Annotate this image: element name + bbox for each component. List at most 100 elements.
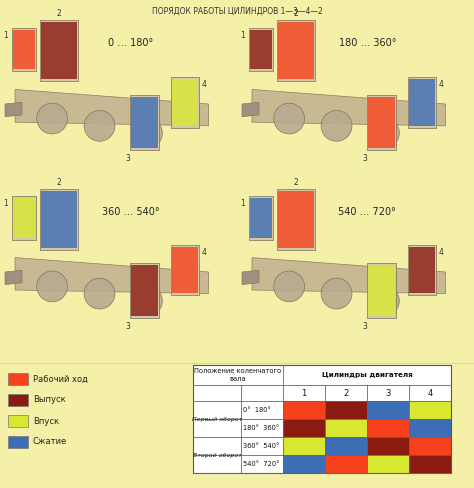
Text: 1: 1 bbox=[301, 388, 307, 398]
Text: 180 … 360°: 180 … 360° bbox=[338, 39, 396, 48]
Polygon shape bbox=[252, 89, 446, 126]
Bar bbox=[408, 77, 436, 128]
Text: 4: 4 bbox=[428, 388, 433, 398]
Text: 360°  540°: 360° 540° bbox=[243, 443, 279, 449]
Text: 1: 1 bbox=[3, 31, 8, 40]
Bar bbox=[12, 27, 36, 71]
Bar bbox=[367, 95, 396, 150]
Text: 3: 3 bbox=[125, 322, 130, 331]
Bar bbox=[367, 419, 409, 437]
Bar bbox=[250, 199, 272, 238]
Bar bbox=[193, 365, 451, 473]
Text: Рабочий ход: Рабочий ход bbox=[33, 374, 88, 384]
Text: 3: 3 bbox=[362, 322, 367, 331]
Bar bbox=[172, 247, 198, 293]
Text: 3: 3 bbox=[125, 154, 130, 163]
Polygon shape bbox=[242, 270, 259, 285]
Text: 4: 4 bbox=[202, 80, 207, 89]
Bar bbox=[368, 265, 395, 316]
Text: 3: 3 bbox=[362, 154, 367, 163]
Text: Первый оборот: Первый оборот bbox=[192, 416, 242, 422]
Text: 2: 2 bbox=[56, 9, 61, 18]
Polygon shape bbox=[242, 102, 259, 117]
Bar bbox=[40, 189, 78, 250]
Bar bbox=[278, 191, 314, 248]
Bar bbox=[277, 189, 315, 250]
Bar bbox=[131, 97, 158, 148]
Bar bbox=[172, 79, 198, 125]
Bar bbox=[131, 265, 158, 316]
Text: 2: 2 bbox=[56, 178, 61, 187]
Bar bbox=[409, 79, 435, 125]
Bar bbox=[283, 437, 325, 455]
Bar bbox=[367, 437, 409, 455]
Text: 1: 1 bbox=[240, 200, 245, 208]
Bar bbox=[325, 455, 367, 473]
Bar bbox=[368, 97, 395, 148]
Bar bbox=[249, 196, 273, 240]
Polygon shape bbox=[15, 89, 209, 126]
Circle shape bbox=[131, 285, 162, 316]
Circle shape bbox=[368, 118, 399, 148]
Bar bbox=[8, 436, 28, 448]
Bar bbox=[408, 245, 436, 295]
Text: Впуск: Впуск bbox=[33, 416, 59, 426]
Circle shape bbox=[36, 271, 67, 302]
Text: 0°  180°: 0° 180° bbox=[243, 407, 271, 413]
Circle shape bbox=[84, 110, 115, 141]
Text: Сжатие: Сжатие bbox=[33, 438, 67, 447]
Bar bbox=[367, 455, 409, 473]
Bar bbox=[130, 95, 159, 150]
Bar bbox=[409, 247, 435, 293]
Polygon shape bbox=[5, 102, 22, 117]
Circle shape bbox=[36, 103, 67, 134]
Text: 3: 3 bbox=[385, 388, 391, 398]
Polygon shape bbox=[252, 258, 446, 294]
Bar bbox=[12, 196, 36, 240]
Circle shape bbox=[131, 118, 162, 148]
Bar bbox=[193, 365, 451, 473]
Text: 1: 1 bbox=[240, 31, 245, 40]
Bar bbox=[367, 263, 396, 318]
Text: Второй оборот: Второй оборот bbox=[192, 452, 241, 458]
Polygon shape bbox=[5, 270, 22, 285]
Text: 4: 4 bbox=[439, 80, 444, 89]
Bar bbox=[278, 22, 314, 80]
Text: ПОРЯДОК РАБОТЫ ЦИЛИНДРОВ 1—3—4—2: ПОРЯДОК РАБОТЫ ЦИЛИНДРОВ 1—3—4—2 bbox=[152, 7, 322, 16]
Bar bbox=[41, 191, 77, 248]
Text: Положение коленчатого
вала: Положение коленчатого вала bbox=[194, 368, 282, 382]
Bar bbox=[8, 415, 28, 427]
Text: Цилиндры двигателя: Цилиндры двигателя bbox=[322, 372, 412, 378]
Circle shape bbox=[368, 285, 399, 316]
Bar bbox=[13, 30, 35, 69]
Text: Выпуск: Выпуск bbox=[33, 395, 66, 405]
Bar bbox=[171, 77, 199, 128]
Bar bbox=[409, 419, 451, 437]
Bar bbox=[41, 22, 77, 80]
Circle shape bbox=[321, 110, 352, 141]
Circle shape bbox=[321, 278, 352, 309]
Text: 360 … 540°: 360 … 540° bbox=[101, 207, 159, 217]
Bar bbox=[367, 401, 409, 419]
Text: 4: 4 bbox=[439, 248, 444, 257]
Bar bbox=[130, 263, 159, 318]
Bar bbox=[40, 20, 78, 81]
Text: 1: 1 bbox=[3, 200, 8, 208]
Circle shape bbox=[84, 278, 115, 309]
Bar bbox=[283, 419, 325, 437]
Text: 180°  360°: 180° 360° bbox=[243, 425, 279, 431]
Bar bbox=[250, 30, 272, 69]
Bar bbox=[13, 199, 35, 238]
Text: 540 … 720°: 540 … 720° bbox=[338, 207, 396, 217]
Bar bbox=[409, 401, 451, 419]
Text: 0 … 180°: 0 … 180° bbox=[108, 39, 153, 48]
Bar bbox=[8, 373, 28, 385]
Text: 2: 2 bbox=[293, 178, 298, 187]
Bar bbox=[283, 401, 325, 419]
Text: 4: 4 bbox=[202, 248, 207, 257]
Bar bbox=[325, 401, 367, 419]
Text: 2: 2 bbox=[293, 9, 298, 18]
Text: 540°  720°: 540° 720° bbox=[243, 461, 280, 467]
Bar bbox=[409, 455, 451, 473]
Circle shape bbox=[273, 271, 304, 302]
